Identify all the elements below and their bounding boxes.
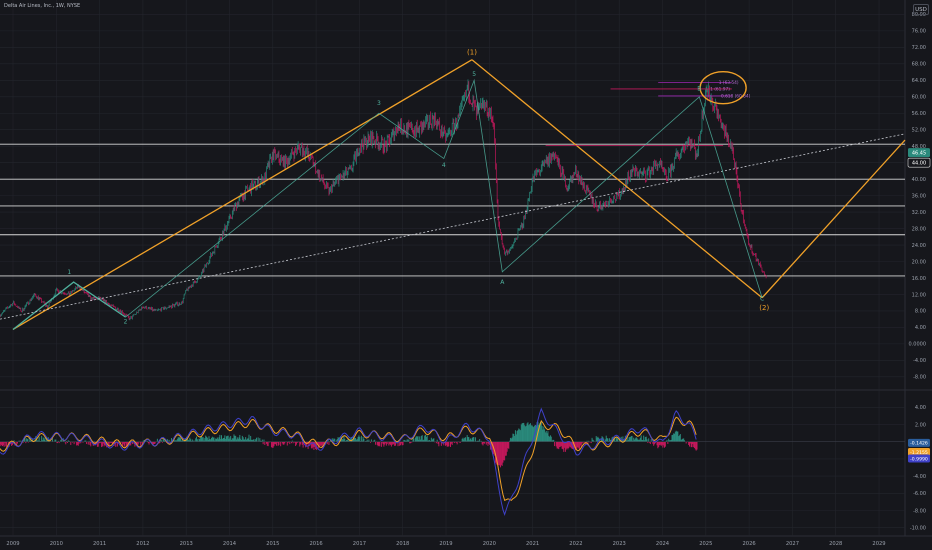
y-tick-label: 28.00 (912, 226, 926, 232)
x-tick-label: 2021 (526, 541, 539, 547)
y-tick-label: 12.00 (912, 292, 926, 298)
horizontal-levels (0, 143, 905, 277)
x-tick-label: 2016 (309, 541, 322, 547)
y-tick-label: 56.00 (912, 111, 926, 117)
x-tick-label: 2025 (699, 541, 712, 547)
wave-label: 2 (124, 318, 128, 325)
x-tick-label: 2027 (786, 541, 799, 547)
y-tick-label: 80.00 (912, 12, 926, 18)
y-tick-label: 16.00 (912, 276, 926, 282)
y-tick-label: 72.00 (912, 45, 926, 51)
osc-y-tick-label: -6.00 (913, 491, 926, 497)
y-tick-label: 64.00 (912, 78, 926, 84)
sub-wave-path (125, 78, 763, 318)
y-tick-label: 4.00 (915, 325, 926, 331)
wave-label: (1) (467, 48, 477, 56)
x-tick-label: 2020 (483, 541, 496, 547)
price-tag-label: 46.45 (912, 150, 926, 156)
y-tick-label: 52.00 (912, 128, 926, 134)
x-tick-label: 2014 (223, 541, 237, 547)
macd-line (0, 407, 697, 517)
osc-value-label: -1.2155 (910, 450, 928, 456)
x-tick-label: 2013 (180, 541, 193, 547)
price-tag (907, 157, 931, 168)
y-tick-label: 48.00 (912, 144, 926, 150)
lower-channel (12, 281, 126, 330)
osc-value-label: -0.9990 (910, 456, 928, 462)
osc-y-tick-label: 2.00 (915, 422, 926, 428)
highlight-circle (699, 71, 747, 105)
wave-label: 4 (442, 162, 446, 169)
fib-levels: 1 (63.54)1 (61.97)0.618 (60.84) (545, 80, 751, 146)
wave-1-2 (12, 59, 473, 331)
wave-label: 5 (472, 71, 476, 78)
y-tick-label: -4.00 (913, 358, 926, 364)
y-tick-label: 24.00 (912, 243, 926, 249)
osc-histogram (0, 421, 698, 468)
y-tick-label: 8.00 (915, 309, 926, 315)
x-tick-label: 2012 (136, 541, 149, 547)
osc-value-tag (908, 438, 930, 447)
x-tick-label: 2019 (439, 541, 452, 547)
y-tick-label: 20.00 (912, 259, 926, 265)
y-tick-label: 60.00 (912, 95, 926, 101)
x-tick-label: 2011 (93, 541, 106, 547)
wave-2-up (761, 139, 906, 299)
wave-label: 3 (377, 100, 381, 107)
price-tag (908, 148, 930, 158)
price-tag-label: 44.00 (912, 160, 926, 166)
y-tick-label: 76.00 (912, 29, 926, 35)
y-tick-label: 32.00 (912, 210, 926, 216)
wave-label: 1 (67, 269, 71, 276)
x-tick-label: 2024 (656, 541, 670, 547)
wave-2-down (471, 59, 763, 299)
y-tick-label: -8.00 (913, 375, 926, 381)
osc-value-tag (908, 454, 930, 463)
wave-label: C (760, 296, 764, 303)
y-tick-label: 36.00 (912, 193, 926, 199)
fib-label: 1 (63.54) (719, 80, 739, 86)
x-tick-label: 2018 (396, 541, 409, 547)
signal-line (0, 416, 697, 501)
osc-y-tick-label: -8.00 (913, 508, 926, 514)
price-bars (0, 79, 767, 321)
x-tick-label: 2009 (6, 541, 19, 547)
x-tick-label: 2029 (872, 541, 885, 547)
y-tick-label: 40.00 (912, 177, 926, 183)
currency-button[interactable]: USD (913, 4, 929, 15)
x-tick-label: 2010 (50, 541, 63, 547)
y-tick-label: 68.00 (912, 62, 926, 68)
osc-y-tick-label: -10.00 (910, 526, 926, 532)
wave-label: A (500, 279, 505, 286)
wave-labels: (1) (2) 1 2 3 4 5 A B C (67, 48, 769, 325)
fib-label: 1 (61.97) (710, 86, 730, 92)
y-tick-label: 0.0000 (909, 342, 927, 348)
osc-value-label: -0.1426 (910, 441, 928, 447)
symbol-title: Delta Air Lines, Inc., 1W, NYSE (4, 3, 81, 9)
osc-y-tick-label: 4.00 (915, 405, 926, 411)
fib-label: 0.618 (60.84) (721, 93, 751, 99)
x-tick-label: 2015 (266, 541, 279, 547)
wave-label: B (697, 86, 701, 93)
osc-value-tag (908, 448, 930, 457)
wave-lines (0, 59, 906, 331)
x-tick-label: 2023 (613, 541, 626, 547)
x-tick-label: 2028 (829, 541, 842, 547)
wave-label: (2) (759, 304, 769, 312)
x-tick-label: 2026 (743, 541, 756, 547)
x-tick-label: 2017 (353, 541, 366, 547)
dashed-trend (0, 133, 906, 320)
x-tick-label: 2022 (569, 541, 582, 547)
osc-y-tick-label: -4.00 (913, 474, 926, 480)
